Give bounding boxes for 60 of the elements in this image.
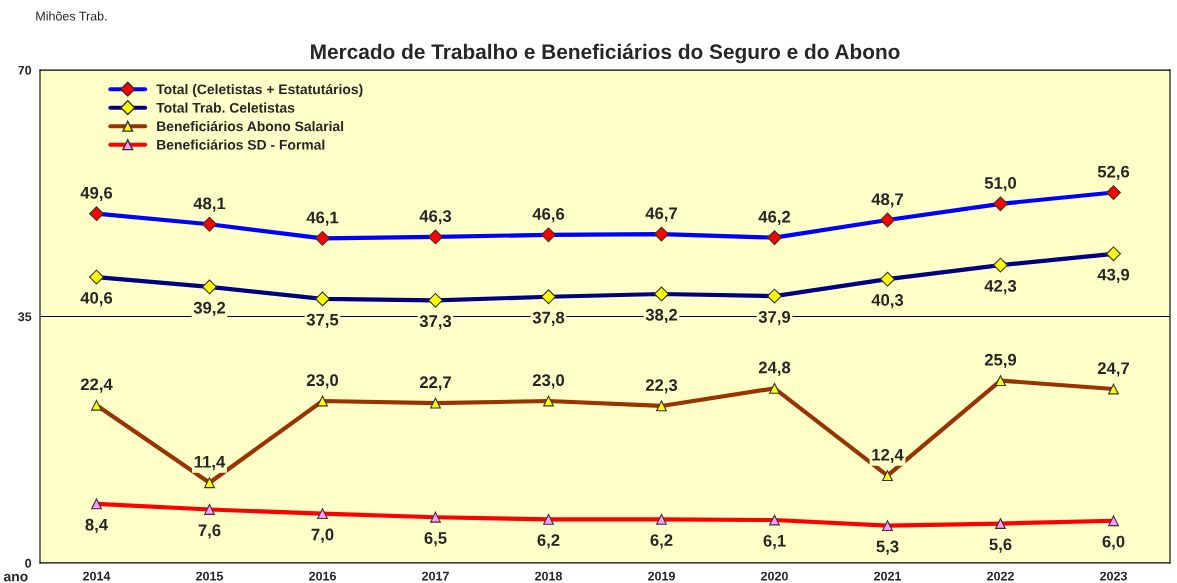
y-axis-title: Mihões Trab. (36, 11, 107, 21)
x-axis-title: ano (3, 573, 28, 582)
data-label: 6,2 (537, 534, 560, 549)
x-tick-label: 2023 (1100, 571, 1127, 581)
data-label: 46,6 (532, 208, 565, 223)
data-label: 49,6 (80, 186, 113, 202)
data-label: 24,7 (1097, 362, 1129, 377)
data-label: 22,3 (645, 379, 678, 394)
data-label: 8,4 (85, 518, 108, 533)
data-label: 5,3 (876, 540, 899, 555)
x-tick-label: 2018 (535, 571, 563, 581)
data-label: 37,5 (306, 313, 339, 329)
data-label: 24,8 (758, 361, 791, 376)
x-tick-label: 2019 (648, 571, 675, 581)
data-label: 52,6 (1097, 165, 1130, 180)
legend-label: Beneficiários SD - Formal (157, 139, 325, 150)
x-tick-label: 2016 (309, 571, 336, 581)
x-tick-label: 2021 (874, 571, 902, 581)
data-label: 42,3 (984, 279, 1017, 295)
data-label: 40,3 (871, 294, 904, 309)
x-tick-label: 2015 (196, 571, 224, 581)
data-label: 22,4 (80, 378, 113, 393)
legend-label: Total Trab. Celetistas (156, 102, 295, 113)
data-label: 7,0 (311, 528, 334, 543)
y-tick-label: 0 (25, 558, 32, 568)
data-label: 39,2 (193, 301, 226, 317)
data-label: 23,0 (532, 374, 565, 389)
data-label: 37,8 (532, 311, 565, 326)
x-tick-label: 2014 (83, 571, 111, 581)
data-label: 7,6 (198, 524, 221, 539)
x-tick-label: 2020 (761, 571, 788, 581)
data-label: 23,0 (306, 374, 339, 389)
data-label: 51,0 (984, 177, 1017, 192)
data-label: 40,6 (80, 291, 113, 307)
data-label: 46,2 (758, 210, 791, 226)
x-tick-label: 2022 (987, 571, 1014, 581)
data-label: 5,6 (989, 538, 1012, 553)
y-tick-label: 35 (18, 312, 32, 322)
data-label: 6,1 (763, 534, 786, 550)
data-label: 37,3 (419, 315, 452, 330)
data-label: 48,1 (193, 197, 226, 212)
data-label: 25,9 (984, 353, 1017, 369)
data-label: 12,4 (872, 448, 904, 464)
data-label: 6,5 (424, 532, 447, 547)
data-label: 6,2 (650, 534, 673, 549)
y-tick-label: 70 (18, 65, 32, 75)
data-label: 22,7 (419, 376, 451, 391)
legend-label: Beneficiários Abono Salarial (157, 120, 344, 132)
data-label: 11,4 (194, 456, 226, 471)
data-label: 48,7 (871, 193, 903, 208)
x-tick-label: 2017 (422, 571, 449, 581)
data-label: 37,9 (758, 310, 791, 326)
data-label: 46,1 (306, 211, 339, 226)
data-label: 46,7 (645, 207, 677, 222)
chart-title: Mercado de Trabalho e Beneficiários do Seguro e do Abono (311, 43, 900, 64)
legend-label: Total (Celetistas + Estatutários) (156, 83, 363, 97)
data-label: 46,3 (419, 210, 452, 225)
data-label: 6,0 (1102, 535, 1125, 550)
data-label: 43,9 (1097, 268, 1130, 283)
data-label: 38,2 (645, 308, 678, 324)
